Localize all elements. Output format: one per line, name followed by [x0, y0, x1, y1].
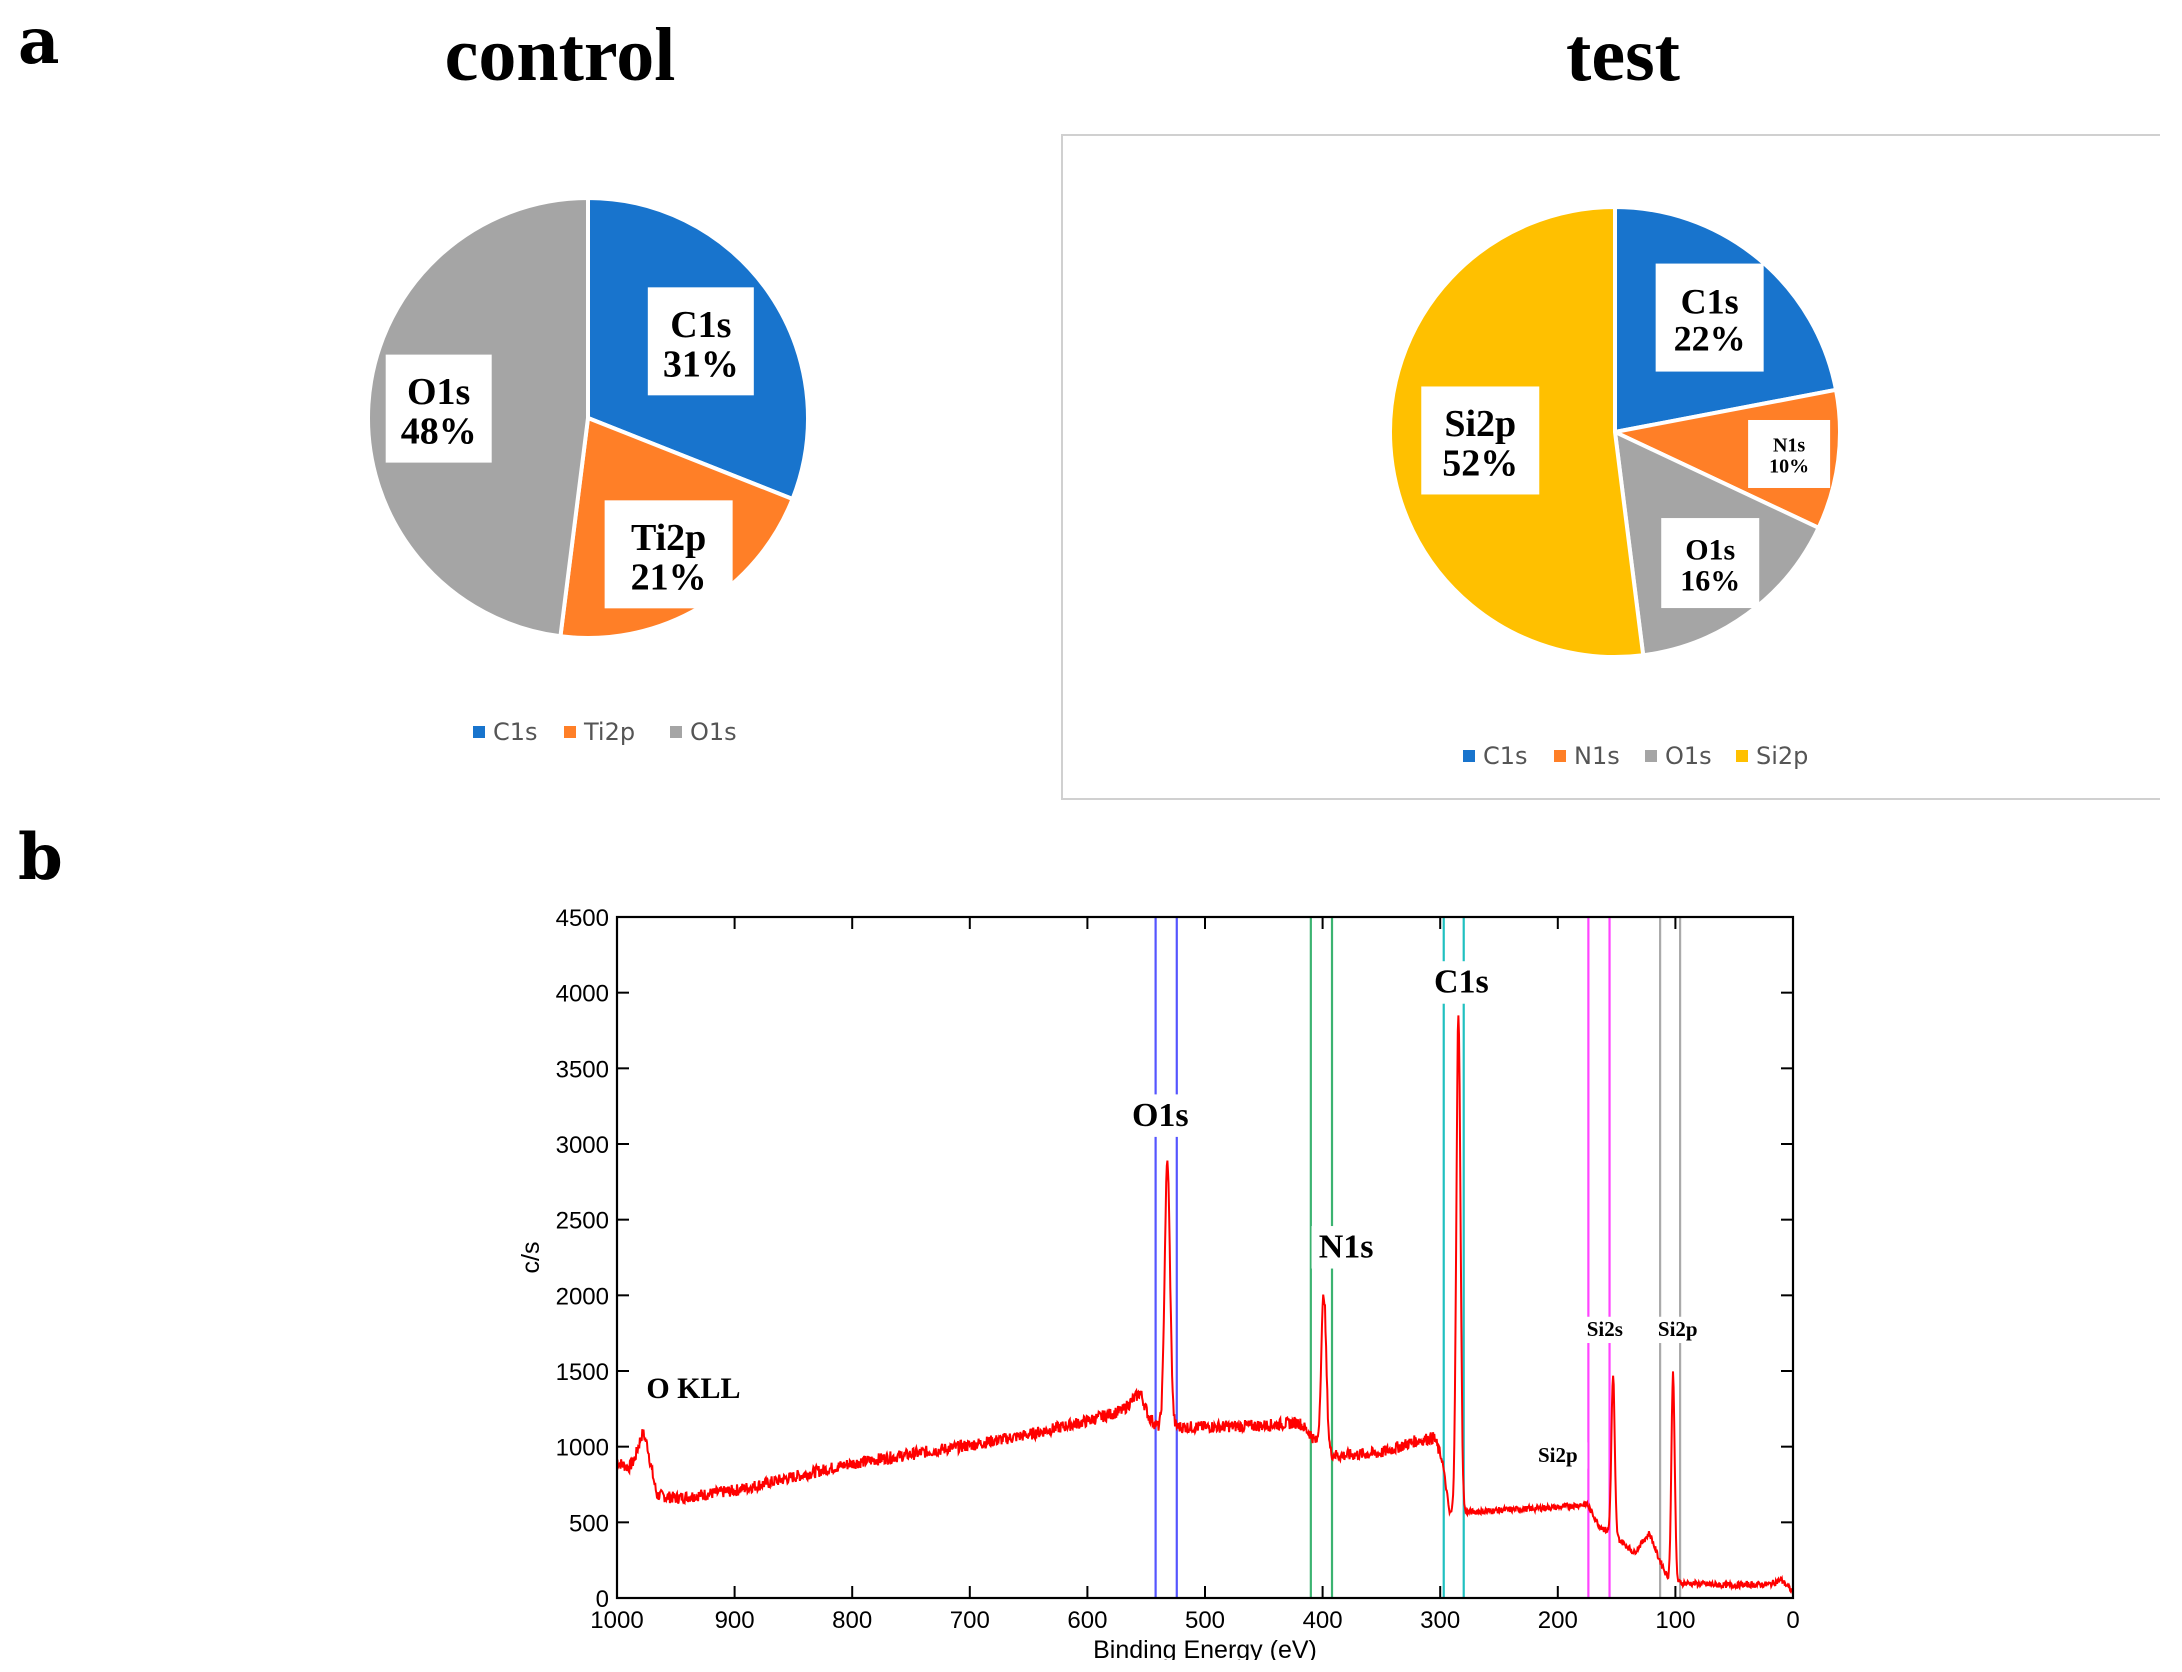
annotation-bg-4	[1575, 1316, 1635, 1344]
annotation-si2p-6: Si2p	[1538, 1443, 1578, 1467]
test-frame	[1061, 134, 2160, 800]
x-tick-label-500: 500	[1185, 1607, 1225, 1634]
x-tick-label-100: 100	[1655, 1607, 1695, 1634]
control-label-name-o1s: O1s	[407, 371, 470, 413]
x-tick-label-400: 400	[1303, 1607, 1343, 1634]
x-tick-label-900: 900	[715, 1607, 755, 1634]
test-label-box-o1s	[1661, 518, 1760, 609]
control-legend-swatch-c1s	[473, 726, 485, 738]
test-label-name-c1s: C1s	[1681, 281, 1739, 321]
x-tick-label-600: 600	[1067, 1607, 1107, 1634]
test-label-pct-c1s: 22%	[1674, 319, 1746, 359]
annotation-c1s-3: C1s	[1434, 964, 1489, 1001]
control-label-pct-ti2p: 21%	[631, 556, 707, 598]
control-title: control	[445, 13, 676, 97]
annotation-o-kll-0: O KLL	[646, 1372, 740, 1405]
x-axis-label: Binding Energy (eV)	[1093, 1636, 1317, 1660]
y-tick-label-3500: 3500	[556, 1056, 609, 1083]
annotation-bg-3	[1426, 961, 1496, 1004]
annotation-n1s-2: N1s	[1319, 1229, 1374, 1266]
panel-label-a: a	[18, 4, 60, 79]
control-legend-label-o1s: O1s	[690, 718, 737, 746]
annotation-si2p-5: Si2p	[1658, 1317, 1698, 1341]
y-tick-label-1500: 1500	[556, 1359, 609, 1386]
test-legend-label-n1s: N1s	[1574, 742, 1620, 770]
test-label-pct-si2p: 52%	[1442, 442, 1518, 484]
test-legend-swatch-si2p	[1736, 750, 1748, 762]
y-tick-label-4000: 4000	[556, 981, 609, 1008]
annotation-o1s-1: O1s	[1132, 1097, 1189, 1134]
test-label-box-c1s	[1655, 263, 1764, 372]
test-label-pct-o1s: 16%	[1680, 565, 1740, 598]
x-tick-label-700: 700	[950, 1607, 990, 1634]
annotation-si2s-4: Si2s	[1587, 1317, 1623, 1341]
test-label-name-n1s: N1s	[1773, 435, 1805, 457]
y-axis-label: c/s	[517, 1242, 545, 1274]
annotation-bg-2	[1311, 1226, 1381, 1269]
test-label-box-n1s	[1748, 419, 1831, 488]
control-label-name-c1s: C1s	[670, 304, 731, 346]
test-legend-label-si2p: Si2p	[1756, 742, 1808, 770]
test-label-box-si2p	[1421, 386, 1540, 495]
panel-label-b: b	[18, 820, 63, 895]
x-tick-label-1000: 1000	[590, 1607, 643, 1634]
control-legend-swatch-ti2p	[564, 726, 576, 738]
y-tick-label-4500: 4500	[556, 905, 609, 932]
control-label-pct-o1s: 48%	[401, 411, 477, 453]
x-tick-label-200: 200	[1538, 1607, 1578, 1634]
control-legend-label-c1s: C1s	[493, 718, 538, 746]
control-legend-label-ti2p: Ti2p	[583, 718, 635, 746]
test-label-pct-n1s: 10%	[1769, 455, 1809, 477]
annotation-bg-6	[1528, 1442, 1588, 1469]
annotation-bg-0	[645, 1370, 742, 1408]
control-label-box-c1s	[647, 287, 754, 396]
control-label-pct-c1s: 31%	[663, 343, 739, 385]
xps-spectrum-chart: 1000 900 800 700 600 500 400 300 200 100 005001000…	[517, 905, 1800, 1660]
control-label-name-ti2p: Ti2p	[631, 517, 706, 559]
test-legend-swatch-c1s	[1463, 750, 1475, 762]
x-tick-label-800: 800	[832, 1607, 872, 1634]
annotation-bg-5	[1648, 1316, 1708, 1344]
spectrum-line	[616, 1015, 1794, 1595]
y-tick-label-0: 0	[596, 1586, 609, 1613]
x-tick-label-300: 300	[1420, 1607, 1460, 1634]
y-tick-label-2500: 2500	[556, 1208, 609, 1235]
y-tick-label-2000: 2000	[556, 1283, 609, 1310]
y-tick-label-3000: 3000	[556, 1132, 609, 1159]
test-legend-swatch-n1s	[1554, 750, 1566, 762]
test-legend-swatch-o1s	[1645, 750, 1657, 762]
test-legend-label-o1s: O1s	[1665, 742, 1712, 770]
control-label-box-o1s	[385, 354, 492, 463]
annotation-bg-1	[1125, 1094, 1195, 1137]
y-tick-label-500: 500	[569, 1510, 609, 1537]
x-tick-label-0: 0	[1786, 1607, 1799, 1634]
test-legend-label-c1s: C1s	[1483, 742, 1528, 770]
test-label-name-o1s: O1s	[1685, 533, 1735, 566]
test-label-name-si2p: Si2p	[1444, 403, 1516, 445]
test-title: test	[1566, 13, 1680, 97]
control-label-box-ti2p	[604, 500, 733, 609]
y-tick-label-1000: 1000	[556, 1435, 609, 1462]
control-legend-swatch-o1s	[670, 726, 682, 738]
